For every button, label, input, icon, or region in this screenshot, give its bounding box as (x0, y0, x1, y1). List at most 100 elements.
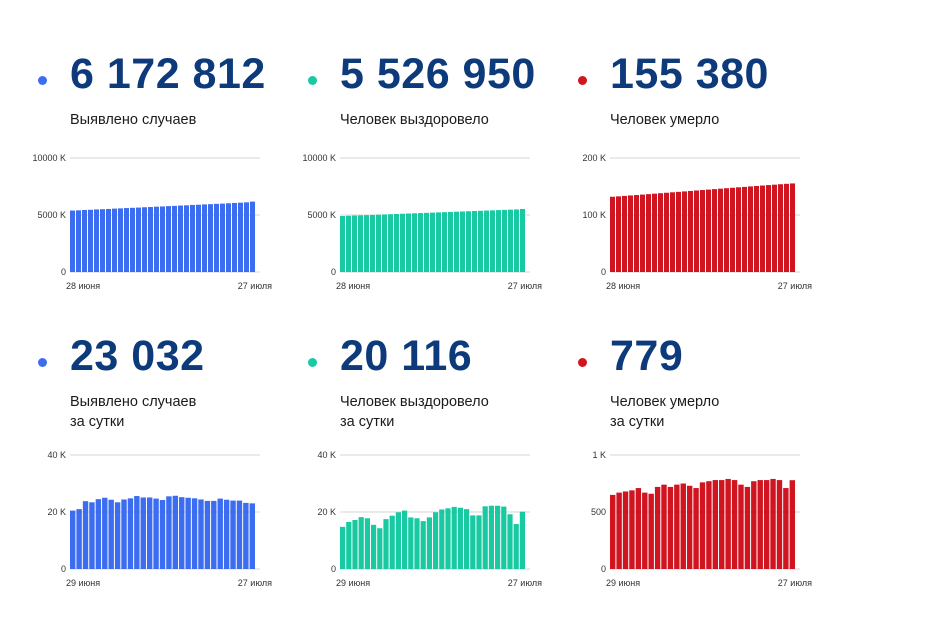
bar-chart: 10000 K 5000 K 028 июня 27 июля (32, 153, 272, 291)
label-line: за сутки (70, 414, 125, 430)
bar (388, 214, 393, 272)
bar (490, 210, 495, 272)
bar (154, 206, 159, 272)
bar (730, 187, 735, 272)
bar (377, 528, 383, 569)
total-deaths-number: 155 380 (610, 50, 769, 98)
bar (642, 492, 648, 569)
bar (184, 205, 189, 272)
bar (134, 496, 140, 569)
dot-icon (38, 358, 47, 367)
label-line: Человек выздоровело (340, 394, 489, 410)
daily-deaths-number: 779 (610, 332, 684, 380)
bar (376, 214, 381, 272)
bar (751, 481, 757, 569)
bar (460, 211, 465, 272)
bar (382, 214, 387, 272)
bar (519, 511, 525, 569)
dot-icon (308, 76, 317, 85)
bar (95, 499, 102, 569)
panel-recovered-daily: 20 116 Человек выздоровело за сутки 40 K… (308, 328, 608, 628)
x-tick-label: 27 июля (778, 281, 812, 291)
label-line: Выявлено случаев (70, 394, 197, 410)
bar (364, 215, 369, 272)
x-tick-label: 27 июля (238, 281, 272, 291)
bar (166, 496, 172, 569)
bar (408, 517, 414, 569)
panel-label: Выявлено случаев за сутки (70, 392, 196, 432)
bar (648, 493, 654, 569)
y-tick-label: 0 (61, 564, 66, 574)
bar (220, 203, 225, 272)
bar (100, 209, 105, 272)
bar (402, 510, 408, 569)
bar (742, 186, 747, 272)
bar (719, 480, 725, 569)
bar (82, 209, 87, 272)
bar (430, 212, 435, 272)
bar (770, 478, 776, 569)
label-line: Человек выздоровело (340, 112, 489, 128)
label-line: Выявлено случаев (70, 112, 197, 128)
bar (784, 183, 789, 272)
bar (482, 506, 488, 569)
bar (610, 196, 615, 272)
bar (488, 505, 494, 569)
bar (136, 207, 141, 272)
bar (424, 212, 429, 272)
label-line: за сутки (610, 414, 665, 430)
x-tick-label: 29 июня (66, 578, 100, 588)
panel-label: Человек умерло за сутки (610, 392, 719, 432)
bar (202, 204, 207, 272)
bar (217, 498, 223, 569)
bar (426, 517, 432, 569)
bar (191, 498, 198, 569)
y-tick-label: 0 (331, 267, 336, 277)
bar (778, 184, 783, 272)
x-tick-label: 29 июня (606, 578, 640, 588)
bar (686, 485, 693, 569)
total-recovered-number: 5 526 950 (340, 50, 536, 98)
x-tick-label: 29 июня (336, 578, 370, 588)
bar (244, 202, 249, 272)
bar (121, 499, 127, 569)
bar (667, 486, 674, 569)
bar (406, 213, 411, 272)
bar (340, 216, 345, 272)
bar (383, 519, 389, 570)
bar (682, 191, 687, 272)
bar (502, 209, 507, 272)
bar (249, 503, 255, 569)
y-tick-label: 200 K (582, 153, 606, 163)
bar (445, 508, 451, 569)
bar (635, 488, 642, 569)
bar (693, 488, 699, 569)
bar (70, 210, 75, 272)
bar (70, 510, 76, 569)
panel-label: Выявлено случаев (70, 110, 196, 130)
bar (166, 206, 171, 272)
y-tick-label: 0 (331, 564, 336, 574)
bar (250, 201, 255, 272)
bar (699, 482, 706, 569)
bar (82, 501, 89, 569)
bar (766, 185, 771, 272)
y-tick-label: 20 K (47, 507, 66, 517)
bar (102, 497, 108, 569)
label-line: Человек умерло (610, 394, 720, 410)
total-cases-number: 6 172 812 (70, 50, 266, 98)
bar (718, 188, 723, 272)
bar (757, 480, 763, 569)
x-tick-label: 28 июня (336, 281, 370, 291)
bar (94, 209, 99, 272)
bar (236, 500, 243, 569)
bar (451, 506, 457, 569)
bar (658, 193, 663, 272)
bar (712, 480, 719, 569)
bar (418, 213, 423, 272)
bar (214, 203, 219, 272)
y-tick-label: 100 K (582, 210, 606, 220)
bar (159, 500, 166, 569)
bar (346, 215, 351, 272)
bar (616, 492, 622, 569)
